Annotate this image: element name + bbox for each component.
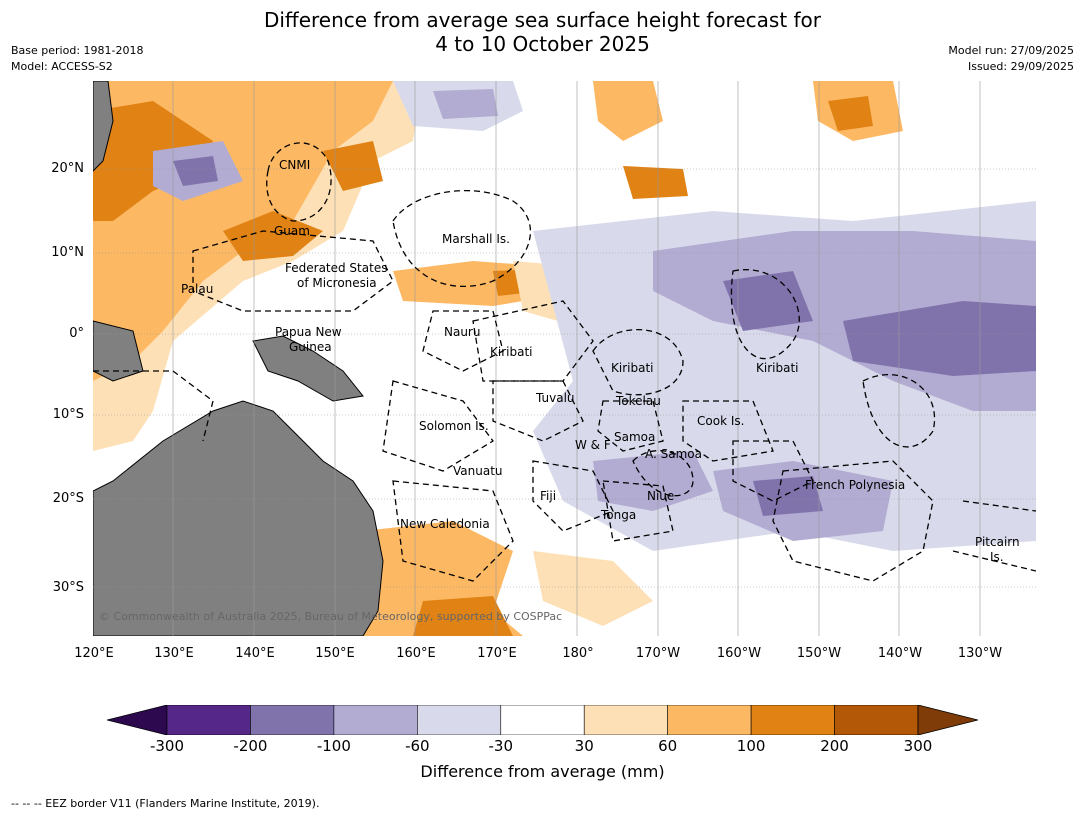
label-vanuatu: Vanuatu <box>453 464 503 478</box>
base-period: Base period: 1981-2018 <box>11 44 144 57</box>
colorbar-segment <box>667 705 752 735</box>
lon-label-140w: 140°W <box>877 646 923 661</box>
lat-label-20s: 20°S <box>52 491 84 506</box>
meta-left: Base period: 1981-2018 Model: ACCESS-S2 <box>11 43 143 75</box>
lon-label-130w: 130°W <box>957 646 1003 661</box>
lon-label-150w: 150°W <box>796 646 842 661</box>
label-samoa: Samoa <box>614 430 656 444</box>
label-fiji: Fiji <box>540 489 557 503</box>
colorbar-tick-label: 60 <box>658 737 678 755</box>
issued-date: Issued: 29/09/2025 <box>967 60 1074 73</box>
colorbar-arrow-high <box>917 705 978 735</box>
lat-label-20n: 20°N <box>51 161 84 176</box>
colorbar <box>107 705 978 735</box>
colorbar-tick-label: -30 <box>488 737 514 755</box>
label-fsm-line1: Federated States <box>285 261 388 275</box>
lon-label-140e: 140°E <box>235 646 275 661</box>
label-palau: Palau <box>181 282 214 296</box>
colorbar-segment <box>166 705 251 735</box>
meta-right: Model run: 27/09/2025 Issued: 29/09/2025 <box>948 43 1074 75</box>
chart-title: Difference from average sea surface heig… <box>0 8 1085 56</box>
label-marshall: Marshall Is. <box>442 232 510 246</box>
lon-label-150e: 150°E <box>315 646 355 661</box>
lon-label-180: 180° <box>562 646 594 661</box>
lon-label-160w: 160°W <box>716 646 762 661</box>
gridlines <box>93 81 1036 636</box>
model-run: Model run: 27/09/2025 <box>948 44 1074 57</box>
title-line-2: 4 to 10 October 2025 <box>435 32 650 56</box>
colorbar-tick-label: 100 <box>736 737 766 755</box>
label-kiribati-central: Kiribati <box>611 361 654 375</box>
label-nauru: Nauru <box>444 325 481 339</box>
colorbar-tick-label: 300 <box>903 737 933 755</box>
model-name: Model: ACCESS-S2 <box>11 60 113 73</box>
colorbar-tick-label: -200 <box>233 737 268 755</box>
label-kiribati-east: Kiribati <box>756 361 799 375</box>
negative-anomaly-layer <box>153 81 1036 551</box>
label-png-line1: Papua New <box>275 325 342 339</box>
colorbar-title: Difference from average (mm) <box>420 762 665 781</box>
label-cnmi: CNMI <box>279 158 311 172</box>
label-pitcairn-line2: Is. <box>990 550 1004 564</box>
label-niue: Niue <box>647 489 675 503</box>
label-solomon: Solomon Is. <box>419 419 489 433</box>
colorbar-segment <box>417 705 502 735</box>
label-cook-islands: Cook Is. <box>697 414 745 428</box>
colorbar-tick-label: -100 <box>316 737 351 755</box>
label-new-caledonia: New Caledonia <box>400 517 490 531</box>
colorbar-arrow-low <box>107 705 168 735</box>
label-wallis-futuna: W & F <box>575 438 611 452</box>
label-tonga: Tonga <box>601 508 637 522</box>
positive-anomaly-layer <box>93 81 983 636</box>
colorbar-segment <box>333 705 418 735</box>
colorbar-segment <box>500 705 585 735</box>
lon-label-160e: 160°E <box>396 646 436 661</box>
colorbar-tick-label: 200 <box>820 737 849 755</box>
title-line-1: Difference from average sea surface heig… <box>263 8 822 32</box>
colorbar-tick-label: -60 <box>405 737 430 755</box>
map-svg <box>93 81 1036 636</box>
colorbar-segment <box>250 705 335 735</box>
label-american-samoa: A. Samoa <box>645 447 702 461</box>
colorbar-segment <box>750 705 835 735</box>
map-area[interactable] <box>93 81 1036 636</box>
colorbar-segment <box>834 705 919 735</box>
lat-label-10s: 10°S <box>52 407 84 422</box>
label-french-polynesia: French Polynesia <box>805 478 906 492</box>
lon-label-170w: 170°W <box>635 646 681 661</box>
label-fsm-line2: of Micronesia <box>297 276 377 290</box>
label-kiribati-west: Kiribati <box>490 345 533 359</box>
lat-label-10n: 10°N <box>51 245 84 260</box>
label-guam: Guam <box>274 224 310 238</box>
eez-borders <box>93 142 1036 582</box>
label-pitcairn-line1: Pitcairn <box>975 535 1020 549</box>
colorbar-segment <box>583 705 668 735</box>
colorbar-tick-label: -300 <box>149 737 185 755</box>
label-tuvalu: Tuvalu <box>536 391 575 405</box>
lon-label-120e: 120°E <box>74 646 114 661</box>
footer-legend-eez: -- -- -- EEZ border V11 (Flanders Marine… <box>11 797 320 810</box>
lon-label-130e: 130°E <box>154 646 194 661</box>
label-png-line2: Guinea <box>289 340 332 354</box>
land-layer <box>93 81 384 636</box>
lat-label-0: 0° <box>69 326 84 341</box>
lat-label-30s: 30°S <box>52 580 84 595</box>
label-tokelau: Tokelau <box>616 394 661 408</box>
colorbar-tick-label: 30 <box>574 737 594 755</box>
lon-label-170e: 170°E <box>477 646 517 661</box>
copyright-notice: © Commonwealth of Australia 2025, Bureau… <box>99 610 563 623</box>
